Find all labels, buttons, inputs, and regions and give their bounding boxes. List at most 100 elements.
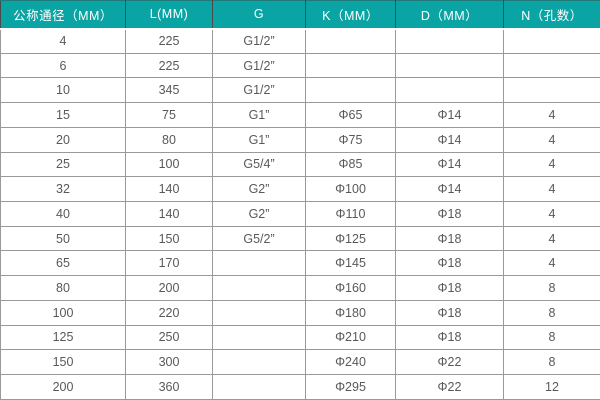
table-row: 150 300 Φ240 Φ22 8 (0, 349, 600, 376)
table-cell: 345 (125, 77, 213, 104)
table-cell: 360 (125, 374, 213, 400)
table-cell (503, 52, 600, 79)
table-cell: 8 (503, 299, 600, 326)
table-cell: Φ14 (395, 176, 504, 203)
table-row: 15 75 G1” Φ65 Φ14 4 (0, 102, 600, 128)
table-cell: 25 (0, 151, 126, 178)
column-header: 公称通径（MM） (0, 0, 126, 30)
table-cell: Φ18 (395, 275, 504, 301)
table-cell: G1/2” (212, 28, 306, 54)
table-row: 200 360 Φ295 Φ22 12 (0, 374, 600, 400)
table-cell: 10 (0, 77, 126, 104)
table-cell (395, 52, 504, 79)
table-cell: 8 (503, 324, 600, 351)
table-row: 100 220 Φ180 Φ18 8 (0, 299, 600, 326)
table-cell: 75 (125, 102, 213, 128)
table-row: 80 200 Φ160 Φ18 8 (0, 275, 600, 301)
table-cell: 6 (0, 52, 126, 79)
table-cell: 4 (503, 225, 600, 252)
table-cell: Φ110 (305, 201, 396, 227)
table-cell (305, 28, 396, 54)
table-cell (212, 299, 306, 326)
table-cell (212, 275, 306, 301)
table-cell: G2” (212, 176, 306, 203)
table-cell: 12 (503, 374, 600, 400)
table-cell: 200 (0, 374, 126, 400)
table-row: 25 100 G5/4” Φ85 Φ14 4 (0, 151, 600, 178)
table-cell (503, 28, 600, 54)
table-row: 50 150 G5/2” Φ125 Φ18 4 (0, 225, 600, 252)
table-cell (395, 77, 504, 104)
table-cell: 4 (503, 126, 600, 153)
table-cell: 4 (503, 151, 600, 178)
table-cell: Φ125 (305, 225, 396, 252)
table-cell: Φ100 (305, 176, 396, 203)
table-cell: Φ22 (395, 349, 504, 376)
table-cell: Φ14 (395, 126, 504, 153)
table-cell: Φ210 (305, 324, 396, 351)
table-cell: 250 (125, 324, 213, 351)
table-row: 65 170 Φ145 Φ18 4 (0, 250, 600, 277)
column-header: L(MM) (125, 0, 213, 30)
column-header: D（MM） (395, 0, 504, 30)
table-cell: 50 (0, 225, 126, 252)
table-cell: Φ65 (305, 102, 396, 128)
table-cell: Φ145 (305, 250, 396, 277)
table-cell: 15 (0, 102, 126, 128)
table-row: 10 345 G1/2” (0, 77, 600, 104)
table-cell: G1” (212, 126, 306, 153)
table-cell: 170 (125, 250, 213, 277)
table-cell: 4 (0, 28, 126, 54)
table-cell: 4 (503, 176, 600, 203)
table-cell (503, 77, 600, 104)
table-cell: 140 (125, 201, 213, 227)
table-cell: Φ160 (305, 275, 396, 301)
table-cell: Φ85 (305, 151, 396, 178)
table-cell: Φ18 (395, 201, 504, 227)
table-cell: G1/2” (212, 77, 306, 104)
table-cell: Φ22 (395, 374, 504, 400)
table-cell: 220 (125, 299, 213, 326)
table-cell: 8 (503, 349, 600, 376)
table-cell (212, 349, 306, 376)
table-cell: Φ18 (395, 299, 504, 326)
table-cell: 150 (0, 349, 126, 376)
table-body: 4 225 G1/2” 6 225 G1/2” 10 345 G1/2” 15 75 G1” Φ65 Φ1… (0, 28, 600, 400)
table-cell (212, 374, 306, 400)
table-cell: 8 (503, 275, 600, 301)
table-cell: G5/4” (212, 151, 306, 178)
table-cell: 4 (503, 250, 600, 277)
table-cell: Φ18 (395, 225, 504, 252)
header-row: 公称通径（MM） L(MM) G K（MM） D（MM） N（孔数） (0, 0, 600, 30)
table-row: 32 140 G2” Φ100 Φ14 4 (0, 176, 600, 203)
column-header: G (212, 0, 306, 30)
table-cell: 65 (0, 250, 126, 277)
table-cell: 80 (0, 275, 126, 301)
table-cell: Φ180 (305, 299, 396, 326)
table-cell: 4 (503, 201, 600, 227)
table-cell: G5/2” (212, 225, 306, 252)
table-cell: 100 (0, 299, 126, 326)
table-cell: 100 (125, 151, 213, 178)
column-header: N（孔数） (503, 0, 600, 30)
table-cell: 225 (125, 28, 213, 54)
table-header: 公称通径（MM） L(MM) G K（MM） D（MM） N（孔数） (0, 0, 600, 30)
table-cell: Φ18 (395, 324, 504, 351)
table-cell: 300 (125, 349, 213, 376)
table-cell: Φ295 (305, 374, 396, 400)
table-cell: 200 (125, 275, 213, 301)
table-cell: Φ14 (395, 151, 504, 178)
table-cell (305, 77, 396, 104)
table-cell: 140 (125, 176, 213, 203)
table-cell: 225 (125, 52, 213, 79)
table-row: 40 140 G2” Φ110 Φ18 4 (0, 201, 600, 227)
table-cell (212, 250, 306, 277)
table-cell: 80 (125, 126, 213, 153)
table-cell: 125 (0, 324, 126, 351)
table-cell: Φ18 (395, 250, 504, 277)
table-cell: 40 (0, 201, 126, 227)
column-header: K（MM） (305, 0, 396, 30)
table-cell: G1” (212, 102, 306, 128)
